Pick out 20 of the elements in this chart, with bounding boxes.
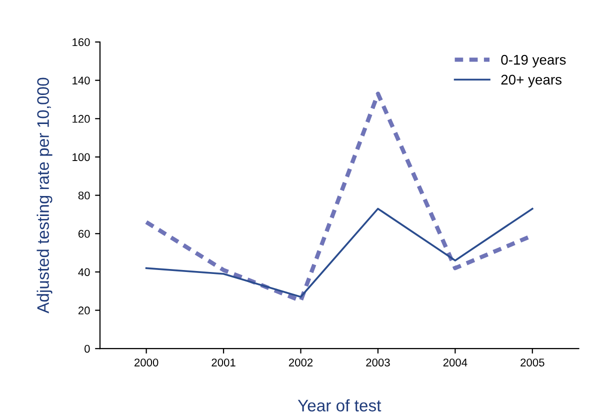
x-tick-label: 2002 (288, 358, 313, 366)
x-tick-label: 2001 (212, 358, 236, 366)
x-tick-label: 2005 (520, 358, 544, 366)
y-tick-label: 140 (72, 76, 90, 84)
x-tick-label: 2003 (366, 358, 390, 366)
x-tick-label: 2000 (134, 358, 158, 366)
x-axis-title: Year of test (298, 399, 382, 412)
line-series (145, 208, 534, 298)
y-tick-label: 80 (78, 192, 90, 200)
legend-label: 20+ years (501, 74, 562, 88)
y-tick-label: 120 (72, 114, 90, 123)
legend-label: 0-19 years (501, 54, 566, 68)
y-tick-label: 0 (84, 344, 90, 353)
y-tick-label: 100 (72, 153, 90, 162)
y-tick-label: 40 (78, 268, 90, 276)
y-axis-title: Adjusted testing rate per 10,000 (36, 78, 52, 314)
y-tick-label: 60 (78, 230, 90, 238)
y-tick-label: 20 (78, 306, 90, 314)
x-tick-label: 2004 (443, 358, 468, 366)
y-tick-label: 160 (72, 38, 90, 46)
